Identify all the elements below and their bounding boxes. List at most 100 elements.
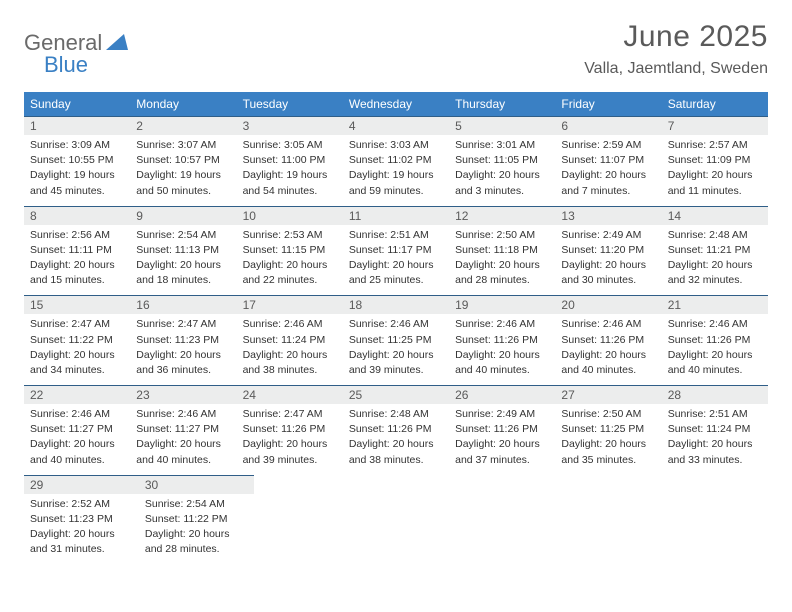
day-number-bar: 21	[662, 295, 768, 314]
daylight-text-1: Daylight: 20 hours	[668, 437, 762, 451]
day-number: 7	[668, 119, 762, 133]
weekday-header: Monday	[130, 92, 236, 116]
daylight-text-1: Daylight: 20 hours	[349, 348, 443, 362]
day-number-bar: 18	[343, 295, 449, 314]
daylight-text-2: and 40 minutes.	[455, 363, 549, 377]
day-number: 15	[30, 298, 124, 312]
day-number-bar: 16	[130, 295, 236, 314]
daylight-text-1: Daylight: 20 hours	[145, 527, 248, 541]
daylight-text-2: and 59 minutes.	[349, 184, 443, 198]
calendar-day: 14Sunrise: 2:48 AMSunset: 11:21 PMDaylig…	[662, 206, 768, 296]
sunrise-text: Sunrise: 2:46 AM	[455, 317, 549, 331]
calendar-day: 7Sunrise: 2:57 AMSunset: 11:09 PMDayligh…	[662, 116, 768, 206]
day-number: 2	[136, 119, 230, 133]
daylight-text-2: and 35 minutes.	[561, 453, 655, 467]
daylight-text-2: and 36 minutes.	[136, 363, 230, 377]
daylight-text-1: Daylight: 20 hours	[668, 258, 762, 272]
sunset-text: Sunset: 11:15 PM	[243, 243, 337, 257]
daylight-text-1: Daylight: 19 hours	[136, 168, 230, 182]
calendar-day: 13Sunrise: 2:49 AMSunset: 11:20 PMDaylig…	[555, 206, 661, 296]
calendar-day: 8Sunrise: 2:56 AMSunset: 11:11 PMDayligh…	[24, 206, 130, 296]
calendar-day: 6Sunrise: 2:59 AMSunset: 11:07 PMDayligh…	[555, 116, 661, 206]
sunrise-text: Sunrise: 2:47 AM	[243, 407, 337, 421]
daylight-text-1: Daylight: 20 hours	[243, 348, 337, 362]
daylight-text-1: Daylight: 20 hours	[455, 258, 549, 272]
calendar-day: 22Sunrise: 2:46 AMSunset: 11:27 PMDaylig…	[24, 385, 130, 475]
sunrise-text: Sunrise: 2:47 AM	[30, 317, 124, 331]
empty-day	[357, 475, 460, 565]
logo: General Blue	[24, 30, 128, 56]
sunrise-text: Sunrise: 2:49 AM	[561, 228, 655, 242]
day-number: 1	[30, 119, 124, 133]
sunset-text: Sunset: 11:26 PM	[455, 333, 549, 347]
day-number-bar: 5	[449, 116, 555, 135]
calendar-day: 2Sunrise: 3:07 AMSunset: 10:57 PMDayligh…	[130, 116, 236, 206]
day-number-bar: 13	[555, 206, 661, 225]
daylight-text-1: Daylight: 20 hours	[561, 437, 655, 451]
day-number-bar: 23	[130, 385, 236, 404]
daylight-text-1: Daylight: 20 hours	[349, 258, 443, 272]
calendar-day: 15Sunrise: 2:47 AMSunset: 11:22 PMDaylig…	[24, 295, 130, 385]
day-number-bar: 11	[343, 206, 449, 225]
weekday-header: Saturday	[662, 92, 768, 116]
sunrise-text: Sunrise: 2:46 AM	[668, 317, 762, 331]
sunrise-text: Sunrise: 2:48 AM	[668, 228, 762, 242]
calendar-week-row: 15Sunrise: 2:47 AMSunset: 11:22 PMDaylig…	[24, 295, 768, 385]
day-number-bar: 7	[662, 116, 768, 135]
sunset-text: Sunset: 11:27 PM	[136, 422, 230, 436]
sunset-text: Sunset: 11:13 PM	[136, 243, 230, 257]
day-number-bar: 29	[24, 475, 139, 494]
sunrise-text: Sunrise: 2:52 AM	[30, 497, 133, 511]
calendar-day: 17Sunrise: 2:46 AMSunset: 11:24 PMDaylig…	[237, 295, 343, 385]
sunrise-text: Sunrise: 2:56 AM	[30, 228, 124, 242]
daylight-text-2: and 54 minutes.	[243, 184, 337, 198]
sunrise-text: Sunrise: 2:59 AM	[561, 138, 655, 152]
sunset-text: Sunset: 11:25 PM	[349, 333, 443, 347]
weekday-header: Tuesday	[237, 92, 343, 116]
daylight-text-1: Daylight: 19 hours	[30, 168, 124, 182]
calendar-day: 24Sunrise: 2:47 AMSunset: 11:26 PMDaylig…	[237, 385, 343, 475]
day-number: 17	[243, 298, 337, 312]
daylight-text-2: and 7 minutes.	[561, 184, 655, 198]
day-number: 21	[668, 298, 762, 312]
calendar-day: 28Sunrise: 2:51 AMSunset: 11:24 PMDaylig…	[662, 385, 768, 475]
calendar-day: 18 Sunrise: 2:46 AM Sunset: 11:25 PMDaylig…	[343, 295, 449, 385]
logo-text-blue: Blue	[44, 52, 88, 78]
daylight-text-2: and 18 minutes.	[136, 273, 230, 287]
daylight-text-2: and 25 minutes.	[349, 273, 443, 287]
sunset-text: Sunset: 11:24 PM	[243, 333, 337, 347]
daylight-text-1: Daylight: 20 hours	[243, 258, 337, 272]
calendar-day: 30Sunrise: 2:54 AMSunset: 11:22 PMDaylig…	[139, 475, 254, 565]
day-number-bar: 2	[130, 116, 236, 135]
title-block: June 2025 Valla, Jaemtland, Sweden	[584, 20, 768, 78]
sunset-text: Sunset: 10:55 PM	[30, 153, 124, 167]
sunrise-text: Sunrise: 2:46 AM	[349, 317, 443, 331]
daylight-text-2: and 28 minutes.	[145, 542, 248, 556]
daylight-text-2: and 11 minutes.	[668, 184, 762, 198]
sunrise-text: Sunrise: 2:46 AM	[30, 407, 124, 421]
daylight-text-2: and 50 minutes.	[136, 184, 230, 198]
sunrise-text: Sunrise: 3:03 AM	[349, 138, 443, 152]
sunrise-text: Sunrise: 2:49 AM	[455, 407, 549, 421]
day-number: 4	[349, 119, 443, 133]
sunset-text: Sunset: 11:27 PM	[30, 422, 124, 436]
day-number-bar: 25	[343, 385, 449, 404]
daylight-text-2: and 22 minutes.	[243, 273, 337, 287]
day-number-bar: 14	[662, 206, 768, 225]
daylight-text-2: and 40 minutes.	[136, 453, 230, 467]
sunrise-text: Sunrise: 2:54 AM	[136, 228, 230, 242]
day-number: 20	[561, 298, 655, 312]
calendar-day: 26Sunrise: 2:49 AMSunset: 11:26 PMDaylig…	[449, 385, 555, 475]
day-number-bar: 19	[449, 295, 555, 314]
day-number: 14	[668, 209, 762, 223]
daylight-text-1: Daylight: 20 hours	[30, 527, 133, 541]
daylight-text-1: Daylight: 20 hours	[561, 348, 655, 362]
daylight-text-2: and 34 minutes.	[30, 363, 124, 377]
sunrise-text: Sunrise: 3:09 AM	[30, 138, 124, 152]
day-number-bar: 28	[662, 385, 768, 404]
daylight-text-2: and 40 minutes.	[668, 363, 762, 377]
sunset-text: Sunset: 10:57 PM	[136, 153, 230, 167]
sunrise-text: Sunrise: 2:51 AM	[349, 228, 443, 242]
day-number-bar: 12	[449, 206, 555, 225]
sunset-text: Sunset: 11:09 PM	[668, 153, 762, 167]
